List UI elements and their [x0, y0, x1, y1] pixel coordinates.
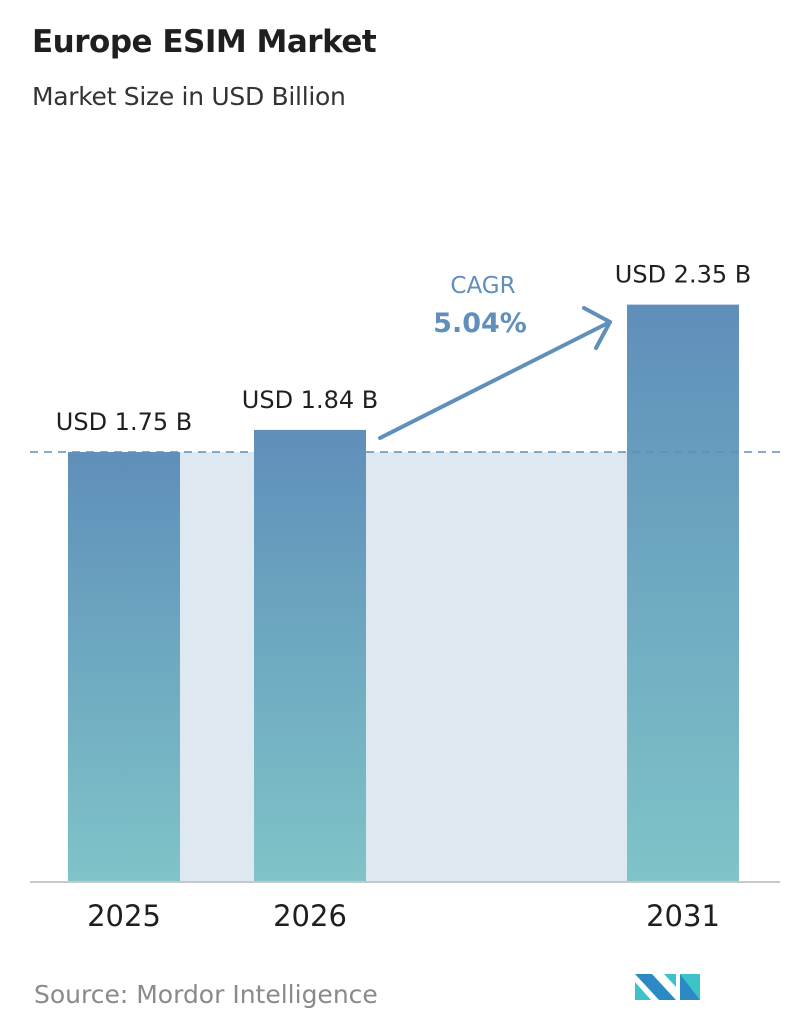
source-text: Source: Mordor Intelligence	[34, 980, 378, 1009]
data-label-2031: USD 2.35 B	[615, 261, 751, 289]
bar-2025	[68, 452, 180, 882]
bar-2026	[254, 429, 366, 882]
chart-title: Europe ESIM Market	[32, 24, 377, 60]
x-tick-2025: 2025	[87, 899, 161, 933]
cagr-arrow-head	[582, 306, 612, 350]
data-label-2026: USD 1.84 B	[242, 386, 378, 414]
x-tick-2026: 2026	[273, 899, 347, 933]
data-label-2025: USD 1.75 B	[56, 408, 192, 436]
cagr-value: 5.04%	[433, 308, 527, 339]
mordor-logo	[635, 974, 700, 1000]
chart-subtitle: Market Size in USD Billion	[32, 82, 346, 111]
cagr-arrow	[378, 320, 612, 440]
bar-2031	[627, 304, 739, 883]
cagr-label: CAGR	[450, 273, 515, 299]
x-tick-2031: 2031	[646, 899, 720, 933]
